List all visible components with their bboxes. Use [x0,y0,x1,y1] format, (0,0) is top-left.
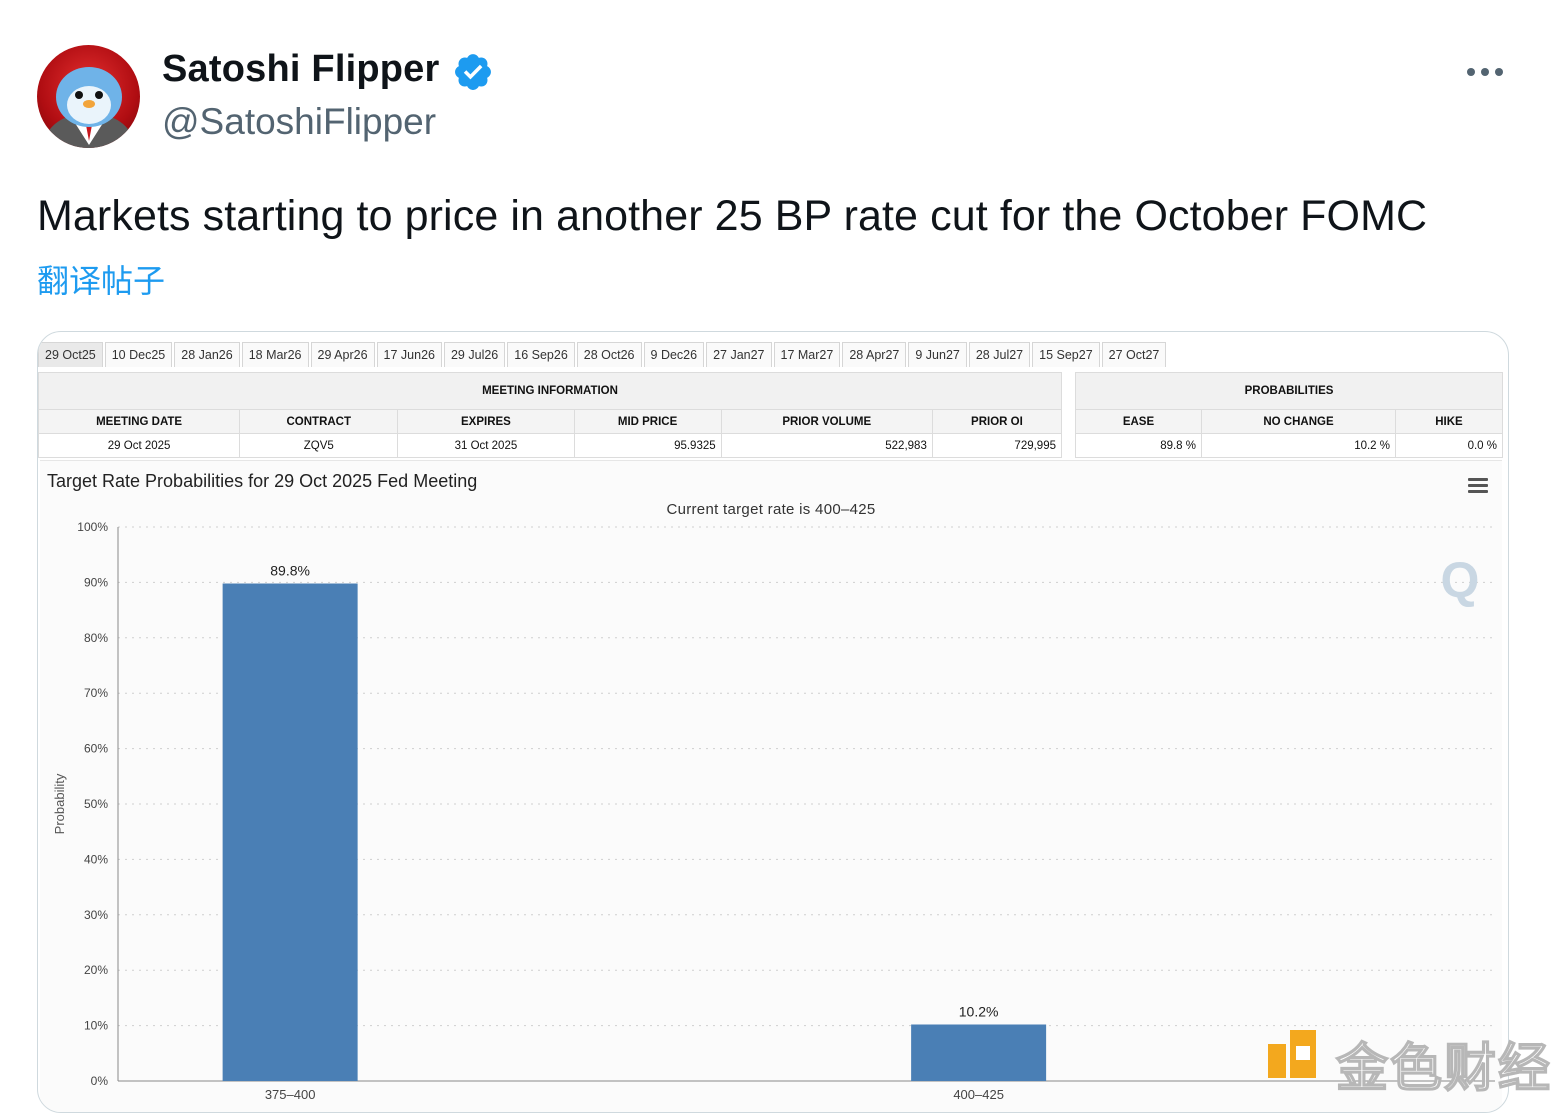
tab-meeting-4[interactable]: 29 Apr26 [310,342,375,367]
cell-mid-price: 95.9325 [573,433,722,458]
tab-meeting-10[interactable]: 27 Jan27 [706,342,772,367]
col-contract: CONTRACT [239,409,399,434]
cell-no-change: 10.2 % [1201,433,1396,458]
y-tick-label: 40% [84,852,108,866]
meeting-tabs: 29 Oct25 10 Dec25 28 Jan26 18 Mar26 29 Apr26… [38,332,1168,367]
tab-meeting-9[interactable]: 9 Dec26 [643,342,705,367]
y-tick-label: 80% [84,631,108,645]
cell-prior-volume: 522,983 [720,433,933,458]
tab-meeting-6[interactable]: 29 Jul26 [443,342,506,367]
more-horizontal-icon [1467,68,1503,76]
col-ease: EASE [1075,409,1202,434]
chart-subtitle: Current target rate is 400–425 [666,501,876,518]
translate-post-link[interactable]: 翻译帖子 [37,263,166,299]
chart-title: Target Rate Probabilities for 29 Oct 202… [47,471,478,491]
display-name[interactable]: Satoshi Flipper [162,48,440,90]
col-meeting-date: MEETING DATE [38,409,241,434]
cell-meeting-date: 29 Oct 2025 [38,433,241,458]
more-options-button[interactable] [1462,56,1508,88]
cell-expires: 31 Oct 2025 [397,433,575,458]
col-hike: HIKE [1395,409,1503,434]
meeting-information-table: MEETING INFORMATION MEETING DATE CONTRAC… [38,372,1063,458]
hamburger-icon [1468,478,1488,481]
meeting-info-header: MEETING INFORMATION [38,372,1062,410]
tab-meeting-8[interactable]: 28 Oct26 [576,342,642,367]
x-tick-label: 375–400 [265,1087,316,1102]
tweet-text: Markets starting to price in another 25 … [37,192,1428,240]
tab-meeting-11[interactable]: 17 Mar27 [773,342,841,367]
col-no-change: NO CHANGE [1201,409,1396,434]
y-tick-label: 70% [84,686,108,700]
avatar[interactable] [37,45,140,148]
chart-brand-watermark-icon: Q [1441,552,1480,608]
tab-meeting-3[interactable]: 18 Mar26 [241,342,309,367]
tab-meeting-5[interactable]: 17 Jun26 [376,342,442,367]
y-tick-label: 30% [84,908,108,922]
y-tick-label: 50% [84,797,108,811]
verified-badge-icon [455,54,491,90]
col-prior-oi: PRIOR OI [931,409,1063,434]
user-handle[interactable]: @SatoshiFlipper [162,101,437,142]
chart-menu-button[interactable] [1466,475,1490,497]
y-tick-label: 0% [91,1074,109,1088]
probabilities-header: PROBABILITIES [1075,372,1503,410]
tab-meeting-2[interactable]: 28 Jan26 [174,342,240,367]
y-tick-label: 60% [84,742,108,756]
cell-contract: ZQV5 [239,433,399,458]
cell-ease: 89.8 % [1075,433,1202,458]
col-expires: EXPIRES [397,409,575,434]
penguin-avatar-icon [45,67,133,148]
y-tick-label: 90% [84,575,108,589]
target-rate-chart: Target Rate Probabilities for 29 Oct 202… [40,460,1502,1112]
col-prior-volume: PRIOR VOLUME [720,409,933,434]
cell-prior-oi: 729,995 [931,433,1063,458]
tab-meeting-7[interactable]: 16 Sep26 [507,342,575,367]
tab-meeting-16[interactable]: 27 Oct27 [1101,342,1167,367]
y-tick-label: 20% [84,963,108,977]
col-mid-price: MID PRICE [573,409,722,434]
cell-hike: 0.0 % [1395,433,1503,458]
bar-375–400 [222,583,358,1081]
y-axis-title: Probability [52,773,67,834]
bar-chart-svg: 0% 10% 20% 30% 40% 50% 60% 70% 80% 90% 100% Probabi… [52,520,1495,1102]
data-label: 10.2% [959,1003,999,1019]
tab-meeting-14[interactable]: 28 Jul27 [968,342,1031,367]
bar-400–425 [911,1024,1047,1081]
data-label: 89.8% [270,563,310,579]
probabilities-table: PROBABILITIES EASE NO CHANGE HIKE 89.8 %… [1075,372,1503,458]
tweet-media-image[interactable]: 29 Oct25 10 Dec25 28 Jan26 18 Mar26 29 Apr26… [37,331,1509,1113]
tab-meeting-13[interactable]: 9 Jun27 [908,342,967,367]
y-tick-label: 100% [77,520,108,534]
watermark-logo-icon [1268,1030,1316,1078]
y-tick-label: 10% [84,1019,108,1033]
tab-meeting-0[interactable]: 29 Oct25 [38,342,103,367]
tab-meeting-12[interactable]: 28 Apr27 [842,342,907,367]
tab-meeting-15[interactable]: 15 Sep27 [1032,342,1100,367]
x-tick-label: 400–425 [953,1087,1004,1102]
watermark-text: 金色财经 [1335,1039,1553,1099]
tab-meeting-1[interactable]: 10 Dec25 [104,342,173,367]
